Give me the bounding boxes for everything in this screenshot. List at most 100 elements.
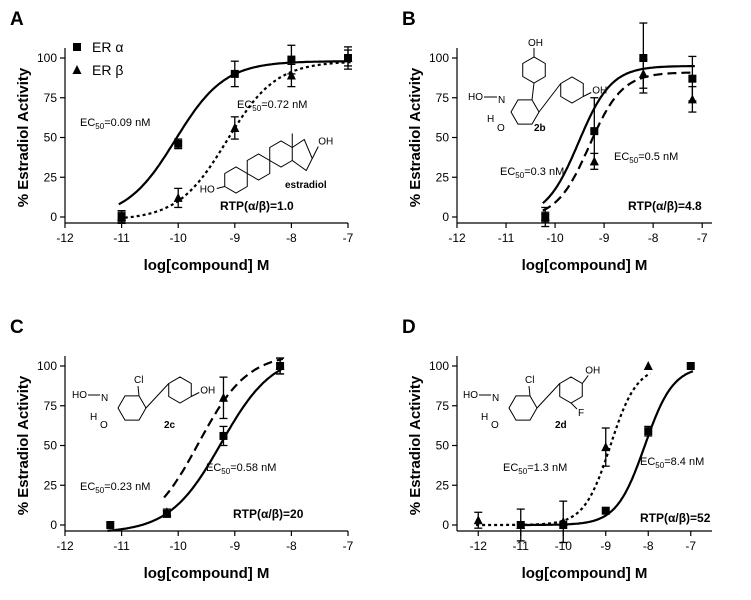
ho-label: HO bbox=[463, 390, 478, 401]
biaryl-bond-2 bbox=[538, 83, 562, 113]
data-point-er-alpha bbox=[644, 427, 653, 436]
cl-label: Cl bbox=[134, 375, 143, 386]
data-point-er-beta bbox=[230, 122, 240, 132]
y-axis-label: % Estradiol Activity bbox=[15, 67, 32, 207]
o-label: O bbox=[497, 123, 505, 134]
central-ring bbox=[510, 99, 540, 125]
fit-curve-er-alpha bbox=[542, 65, 695, 205]
y-tick-label: 0 bbox=[50, 210, 57, 224]
y-tick-label: 25 bbox=[436, 170, 450, 184]
ho-label: HO bbox=[72, 390, 87, 401]
oh-bond-2 bbox=[583, 92, 592, 97]
data-point-er-beta bbox=[117, 212, 127, 221]
x-axis-label: log[compound] M bbox=[522, 565, 648, 582]
x-tick-label: -11 bbox=[113, 539, 130, 553]
oh-bond bbox=[581, 375, 589, 384]
panel-c: C -12 -11 -10 -9 -8 -7 0 25 50 75 100 log[compound] … bbox=[10, 317, 354, 582]
x-tick-label: -9 bbox=[600, 539, 611, 553]
o-label: O bbox=[491, 420, 499, 431]
data-point-er-alpha bbox=[590, 127, 599, 136]
x-tick-label: -8 bbox=[643, 539, 654, 553]
fit-curve-er-alpha bbox=[518, 370, 694, 527]
y-tick-label: 75 bbox=[436, 399, 450, 413]
x-tick-label: -8 bbox=[286, 539, 297, 553]
biaryl-bond bbox=[145, 383, 170, 409]
data-point-er-beta bbox=[589, 156, 599, 166]
panel-d: D -12 -11 -10 -9 -8 -7 0 25 50 75 100 log[compound] … bbox=[402, 317, 712, 582]
panel-label: D bbox=[402, 317, 416, 338]
oh-bond bbox=[311, 146, 319, 159]
oh-label: OH bbox=[318, 137, 333, 148]
data-point-er-beta bbox=[558, 516, 568, 526]
data-point-er-alpha bbox=[601, 506, 610, 515]
y-tick-label: 25 bbox=[44, 478, 58, 492]
x-tick-label: -12 bbox=[470, 539, 488, 553]
x-tick-label: -10 bbox=[555, 539, 573, 553]
n-label: N bbox=[101, 393, 108, 404]
legend-label-er-alpha: ER α bbox=[92, 39, 123, 55]
biaryl-bond-1 bbox=[531, 82, 535, 100]
h-label: H bbox=[90, 412, 97, 423]
oh-bond bbox=[191, 392, 200, 397]
fit-curve-er-alpha bbox=[107, 367, 284, 532]
x-tick-label: -12 bbox=[56, 539, 74, 553]
x-tick-label: -9 bbox=[229, 231, 240, 245]
data-point-er-beta bbox=[516, 520, 526, 529]
data-point-er-beta bbox=[643, 361, 653, 370]
data-point-er-beta bbox=[218, 392, 228, 402]
y-tick-label: 75 bbox=[44, 91, 58, 105]
ec50-alpha-label: EC50=0.09 nM bbox=[80, 117, 150, 131]
oh-label: OH bbox=[200, 386, 215, 397]
ec50-beta-label: EC50=1.3 nM bbox=[503, 462, 567, 476]
x-tick-label: -9 bbox=[229, 539, 240, 553]
ec50-beta-label: EC50=0.23 nM bbox=[80, 481, 150, 495]
data-point-er-beta bbox=[540, 212, 550, 221]
x-tick-label: -8 bbox=[648, 231, 659, 245]
data-point-er-beta bbox=[473, 515, 483, 525]
data-point-er-alpha bbox=[174, 139, 183, 148]
phenol-ring bbox=[559, 376, 583, 404]
data-point-er-alpha bbox=[287, 55, 296, 64]
oh-label: OH bbox=[585, 366, 600, 377]
panel-label: A bbox=[10, 9, 24, 30]
ring-d bbox=[291, 138, 313, 172]
y-tick-label: 75 bbox=[44, 399, 58, 413]
y-tick-label: 100 bbox=[429, 359, 449, 373]
data-point-er-alpha bbox=[106, 521, 115, 529]
data-point-er-alpha bbox=[688, 74, 697, 83]
data-point-er-beta bbox=[275, 361, 285, 370]
f-bond bbox=[570, 402, 578, 410]
phenol-ring bbox=[168, 376, 192, 404]
x-tick-label: -10 bbox=[170, 231, 188, 245]
ec50-alpha-label: EC50=8.4 nM bbox=[640, 456, 704, 470]
oh-label-1: OH bbox=[528, 38, 543, 49]
phenol-ring-2 bbox=[560, 76, 584, 104]
ec50-alpha-label: EC50=0.3 nM bbox=[500, 166, 564, 180]
compound-name: 2c bbox=[164, 420, 176, 431]
ring-c bbox=[269, 140, 293, 168]
fit-curve-er-beta bbox=[476, 372, 651, 527]
x-axis-label: log[compound] M bbox=[522, 257, 648, 274]
data-point-er-alpha bbox=[219, 431, 228, 440]
data-point-er-alpha bbox=[230, 69, 239, 78]
x-tick-label: -8 bbox=[286, 231, 297, 245]
rtp-label: RTP(α/β)=20 bbox=[233, 507, 304, 521]
x-tick-label: -11 bbox=[498, 231, 515, 245]
data-point-er-beta bbox=[286, 70, 296, 80]
panel-a-annotations: ER α ER β EC50=0.09 nM EC50=0.72 nM RTP(α/β)… bbox=[72, 39, 333, 213]
panel-label: C bbox=[10, 317, 24, 338]
ring-a bbox=[224, 166, 248, 194]
n-label: N bbox=[498, 95, 505, 106]
panel-b: B -12 -11 -10 -9 -8 -7 0 25 50 75 100 log[compound] … bbox=[402, 9, 712, 274]
x-axis-label: log[compound] M bbox=[144, 565, 270, 582]
rtp-label: RTP(α/β)=52 bbox=[640, 511, 711, 525]
x-tick-label: -7 bbox=[685, 539, 696, 553]
x-tick-label: -7 bbox=[343, 231, 354, 245]
cl-label: Cl bbox=[525, 375, 534, 386]
y-tick-label: 50 bbox=[436, 439, 450, 453]
y-tick-label: 75 bbox=[436, 91, 450, 105]
ho-bond bbox=[216, 186, 225, 189]
compound-name: 2b bbox=[534, 123, 546, 134]
